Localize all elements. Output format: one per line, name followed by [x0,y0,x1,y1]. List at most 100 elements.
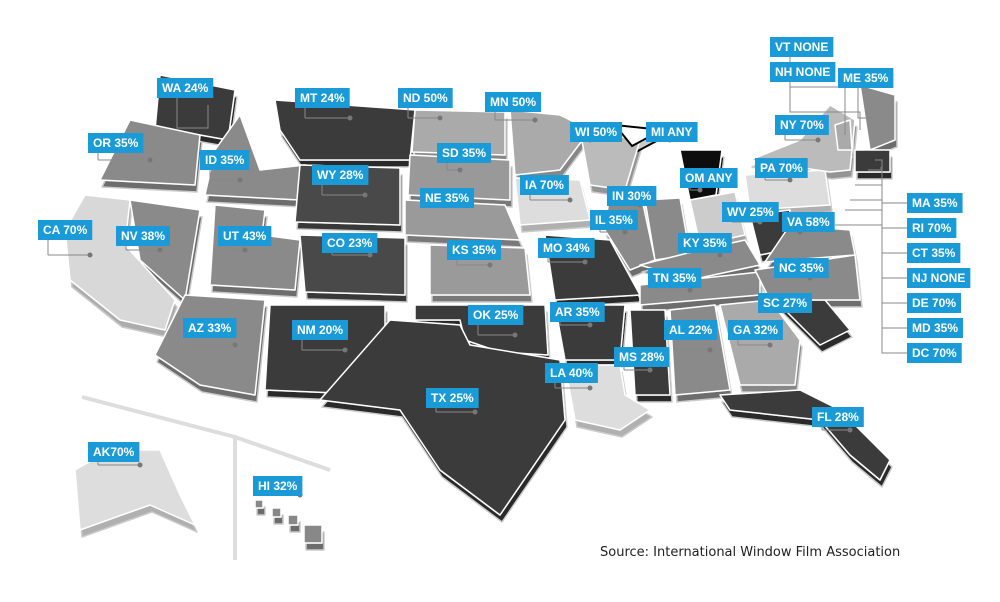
state-label: NY 70% [780,118,824,132]
label-box [755,158,808,178]
state-label: KS 35% [452,243,496,257]
state-label: SD 35% [442,146,486,160]
state-label: HI 32% [258,479,298,493]
anchor-dot [707,347,713,353]
anchor-dot [587,322,593,328]
state-label: WY 28% [317,168,364,182]
anchor-dot [232,342,238,348]
state-label: SC 27% [763,296,807,310]
anchor-dot [242,247,248,253]
state-label: OR 35% [93,136,139,150]
state-label: MN 50% [490,95,536,109]
state-label: OK 25% [473,308,519,322]
state-label: TN 35% [653,271,697,285]
label-box [520,175,569,195]
label-box [907,243,961,263]
state-label: FL 28% [817,410,859,424]
anchor-dot [787,177,793,183]
label-box [838,68,894,88]
label-box [770,37,834,57]
label-box [116,226,171,246]
states [64,74,896,544]
label-box [485,92,542,112]
label-box [664,320,718,340]
anchor-dot [457,167,463,173]
leader-line [868,169,907,254]
state-label: MI ANY [651,125,693,139]
state-label: CO 23% [327,236,373,250]
label-box [468,305,524,325]
anchor-dot [512,332,518,338]
label-box [648,268,702,288]
label-box [295,88,350,108]
label-box [38,220,93,240]
source: Source: International Window Film Associ… [600,545,900,560]
anchor-dot [367,252,373,258]
label-box [907,268,971,288]
anchor-dot [587,385,593,391]
state-label: WV 25% [727,205,774,219]
anchor-dot [697,187,703,193]
state-label: VA 58% [787,215,830,229]
label-box [253,476,303,496]
anchor-dot [567,197,573,203]
state-label: KY 35% [683,236,727,250]
label-box [398,88,453,108]
state-label: AL 22% [669,323,712,337]
label-box [200,150,250,170]
label-box [812,407,864,427]
label-box [728,320,783,340]
label-box [426,388,479,408]
label-box [907,293,962,313]
anchor-dot [532,117,538,123]
anchor-dot [342,347,348,353]
leader-line [855,184,907,279]
label-box [437,143,492,163]
state-label: CA 70% [43,223,88,237]
leader-line [789,82,861,130]
state-label: RI 70% [912,221,952,235]
label-box [157,78,214,98]
label-box [678,233,732,253]
state-label: MD 35% [912,321,958,335]
anchor-dot [437,115,443,121]
anchor-dot [847,427,853,433]
state-label: NC 35% [779,261,824,275]
dividers [81,395,331,560]
label-box [88,133,144,153]
state-label: GA 32% [733,323,778,337]
anchor-dot [87,252,93,258]
state-label: ND 50% [403,91,448,105]
state-label: AR 35% [555,305,600,319]
label-box [758,293,813,313]
leader-line [176,98,209,129]
state-label: AK70% [93,445,135,459]
label-box [292,320,349,340]
label-box [774,258,829,278]
anchor-dot [815,137,821,143]
label-box [907,343,962,363]
anchor-dot [717,252,723,258]
anchor-dot [647,367,653,373]
leader-line [835,224,907,354]
label-box [907,218,957,238]
state-label: MO 34% [543,241,590,255]
state-label: OM ANY [685,171,733,185]
state-label: NV 38% [121,229,165,243]
anchor-dot [362,192,368,198]
anchor-dot [767,342,773,348]
state-label: TX 25% [431,391,474,405]
label-box [770,62,836,82]
state-label: NE 35% [425,191,469,205]
label-box [538,238,595,258]
anchor-dot [687,287,693,293]
state-label: MT 24% [300,91,345,105]
label-box [322,233,378,253]
label-box [722,202,779,222]
state-label: NJ NONE [912,271,965,285]
anchor-dot [147,157,153,163]
anchor-dot [137,462,143,468]
state-label: WA 24% [162,81,209,95]
state-label: DC 70% [912,346,957,360]
